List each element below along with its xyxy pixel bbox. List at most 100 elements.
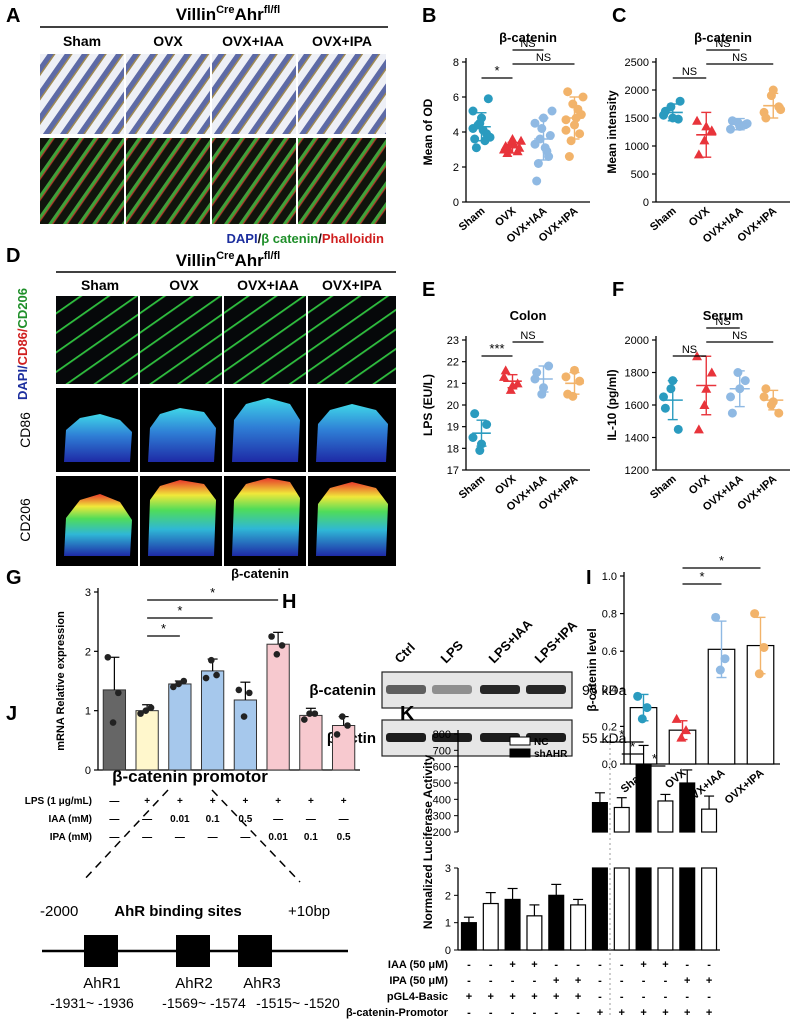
data-point xyxy=(545,131,555,140)
data-point xyxy=(676,732,687,742)
bar-bottom xyxy=(635,867,652,951)
condition-value: - xyxy=(489,1007,493,1019)
comparison-label: NS xyxy=(682,66,697,78)
y-tick-label: 700 xyxy=(433,745,451,757)
data-point xyxy=(727,408,737,418)
condition-value: + xyxy=(509,991,515,1003)
y-tick-label: 2 xyxy=(85,646,91,658)
bar xyxy=(102,689,127,771)
condition-value: — xyxy=(142,814,152,825)
data-point xyxy=(532,368,542,377)
data-point xyxy=(733,368,743,377)
x-tick-label: Sham xyxy=(648,205,679,234)
bar xyxy=(504,898,521,951)
x-tick-label: Sham xyxy=(648,473,679,502)
condition-value: 0.01 xyxy=(170,814,190,825)
condition-value: + xyxy=(706,975,712,987)
panel-label: I xyxy=(586,567,592,589)
bar-bottom xyxy=(657,867,674,951)
data-point xyxy=(482,420,492,429)
data-point xyxy=(675,96,685,106)
panel-d-cd206-row xyxy=(56,476,396,566)
y-tick-label: 19 xyxy=(447,422,459,434)
bar xyxy=(200,670,225,771)
y-tick-label: 3 xyxy=(445,863,451,875)
chart-c: Cβ-catenin Mean intensity 0 500 1000 1500 2000… xyxy=(605,5,790,246)
promotor-middle-label: AhR binding sites xyxy=(114,903,242,920)
y-tick-label: 2500 xyxy=(625,57,649,69)
y-axis-label: Mean intensity xyxy=(605,90,619,174)
comparison-label: * xyxy=(630,739,635,754)
comparison-label: * xyxy=(699,569,704,584)
data-point xyxy=(344,722,351,729)
data-point xyxy=(333,731,341,738)
panel-j-label: J xyxy=(6,703,17,725)
comparison-label: * xyxy=(619,727,624,742)
data-point xyxy=(726,124,736,134)
y-axis-label: Mean of OD xyxy=(421,98,435,165)
comparison-label: * xyxy=(161,621,166,636)
panel-a-ihc-row xyxy=(40,54,386,134)
y-tick-label: 0.0 xyxy=(602,759,617,771)
cd86-mesh-sham xyxy=(64,414,132,462)
condition-value: + xyxy=(575,975,581,987)
condition-value: + xyxy=(640,1007,646,1019)
panel-label: B xyxy=(422,5,436,27)
ihc-image-ovx-ipa xyxy=(298,54,386,134)
data-point xyxy=(660,403,670,413)
condition-value: — xyxy=(142,832,152,843)
condition-value: + xyxy=(684,1007,690,1019)
y-tick-label: 1200 xyxy=(625,465,649,477)
condition-value: — xyxy=(273,814,283,825)
panel-a: A VillinCreAhrfl/fl Sham OVX OVX+IAA OVX… xyxy=(6,4,388,246)
ahr3-site-box xyxy=(238,935,272,967)
bar xyxy=(482,902,499,951)
data-point xyxy=(468,106,478,116)
panel-d-col-sham: Sham xyxy=(81,277,119,293)
comparison-label: NS xyxy=(732,330,747,342)
chart-f: F Serum IL-10 (pg/ml) 1200 1400 1600 1800 2000 S… xyxy=(605,279,790,514)
data-point xyxy=(720,654,730,664)
condition-value: + xyxy=(210,796,216,807)
x-tick-label: OVX xyxy=(687,205,713,230)
legend-label-nc: NC xyxy=(534,737,548,748)
y-tick-label: 0.4 xyxy=(602,684,617,696)
comparison-label: * xyxy=(494,63,499,78)
data-point xyxy=(699,400,710,409)
condition-value: + xyxy=(684,975,690,987)
y-tick-label: 1 xyxy=(445,918,451,930)
data-point xyxy=(774,408,784,418)
condition-value: + xyxy=(308,796,314,807)
ahr2-name: AhR2 xyxy=(175,975,213,992)
y-tick-label: 8 xyxy=(453,57,459,69)
condition-value: + xyxy=(619,1007,625,1019)
panel-d-row3-label: CD206 xyxy=(17,498,33,542)
condition-value: 0.5 xyxy=(238,814,252,825)
promotor-title: β-catenin promotor xyxy=(112,767,268,786)
band-name: β-catenin xyxy=(309,682,376,699)
cd206-mesh-ovx-iaa xyxy=(232,478,300,556)
data-point xyxy=(208,656,215,664)
data-point xyxy=(470,409,480,419)
cd-image-ovx-ipa xyxy=(308,296,396,384)
condition-name: β-catenin-Promotor xyxy=(346,1007,449,1019)
data-point xyxy=(740,376,750,386)
condition-value: - xyxy=(642,975,646,987)
cd86-mesh-ovx-iaa xyxy=(232,398,300,462)
data-point xyxy=(268,633,275,640)
panel-a-col-ovx-iaa: OVX+IAA xyxy=(222,33,284,49)
data-point xyxy=(516,135,527,145)
comparison-label: *** xyxy=(489,341,504,356)
data-point xyxy=(706,367,717,377)
comparison-label: * xyxy=(177,603,182,618)
chart-title: Colon xyxy=(510,308,547,323)
data-point xyxy=(768,85,778,95)
y-tick-label: 22 xyxy=(447,357,459,369)
panel-d-cd-row xyxy=(56,296,396,384)
condition-value: - xyxy=(707,959,711,971)
data-point xyxy=(642,703,652,713)
ihc-image-ovx xyxy=(126,54,210,134)
panel-j: J β-catenin promotor -2000 +10bp AhR bin… xyxy=(6,703,348,1011)
